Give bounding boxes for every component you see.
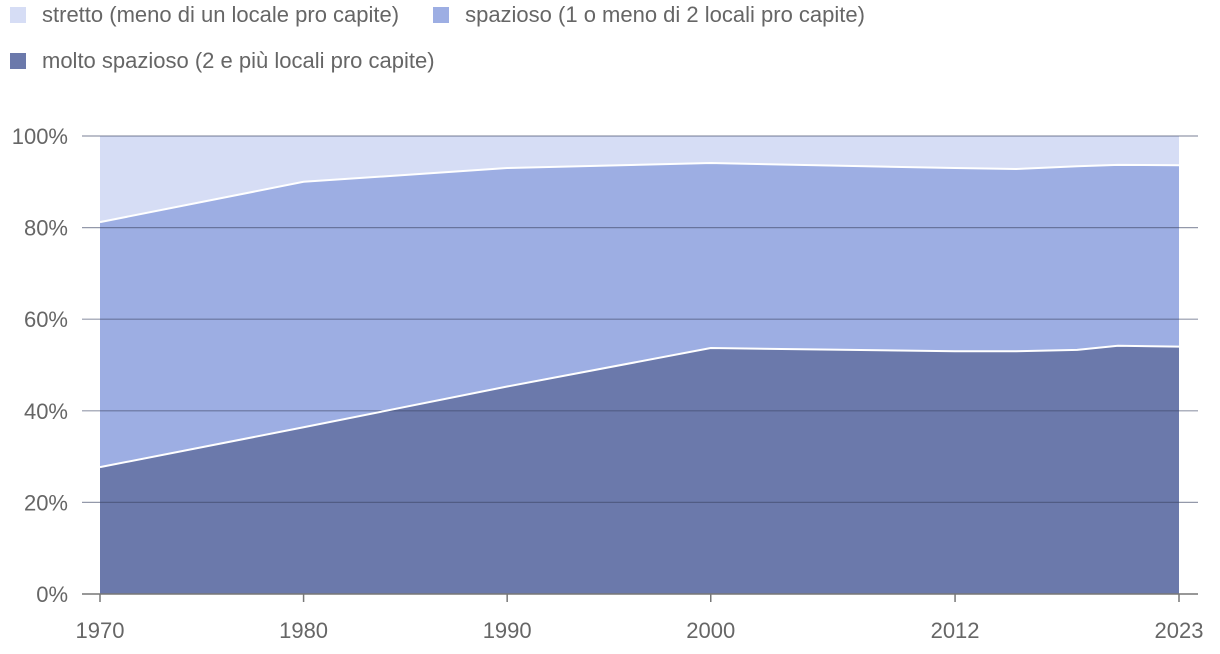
legend-item-spazioso: spazioso (1 o meno di 2 locali pro capit… bbox=[433, 2, 865, 28]
x-tick-label: 1990 bbox=[483, 618, 532, 643]
y-tick-label: 100% bbox=[12, 124, 68, 149]
legend-swatch-stretto bbox=[10, 7, 26, 23]
y-tick-label: 40% bbox=[24, 399, 68, 424]
legend-label-stretto: stretto (meno di un locale pro capite) bbox=[42, 2, 400, 27]
legend-label-spazioso: spazioso (1 o meno di 2 locali pro capit… bbox=[465, 2, 865, 27]
x-tick-label: 2023 bbox=[1155, 618, 1204, 643]
legend-item-stretto: stretto (meno di un locale pro capite) bbox=[10, 2, 399, 28]
x-tick-label: 2000 bbox=[686, 618, 735, 643]
legend-label-molto-spazioso: molto spazioso (2 e più locali pro capit… bbox=[42, 48, 435, 73]
chart-legend: stretto (meno di un locale pro capite) s… bbox=[10, 0, 1210, 84]
legend-item-molto-spazioso: molto spazioso (2 e più locali pro capit… bbox=[10, 48, 435, 74]
legend-row: molto spazioso (2 e più locali pro capit… bbox=[10, 38, 1210, 84]
y-tick-label: 20% bbox=[24, 490, 68, 515]
legend-swatch-molto-spazioso bbox=[10, 53, 26, 69]
legend-row: stretto (meno di un locale pro capite) s… bbox=[10, 0, 1210, 38]
area-series-0 bbox=[100, 345, 1179, 594]
area-series-1 bbox=[100, 163, 1179, 468]
y-tick-label: 80% bbox=[24, 216, 68, 241]
x-tick-label: 2012 bbox=[931, 618, 980, 643]
y-tick-label: 60% bbox=[24, 307, 68, 332]
series-boundary-line bbox=[99, 162, 1180, 224]
area-series-2 bbox=[100, 136, 1179, 223]
x-tick-label: 1970 bbox=[76, 618, 125, 643]
x-tick-label: 1980 bbox=[279, 618, 328, 643]
legend-swatch-spazioso bbox=[433, 7, 450, 23]
y-tick-label: 0% bbox=[36, 582, 68, 607]
series-boundary-line bbox=[99, 344, 1180, 469]
